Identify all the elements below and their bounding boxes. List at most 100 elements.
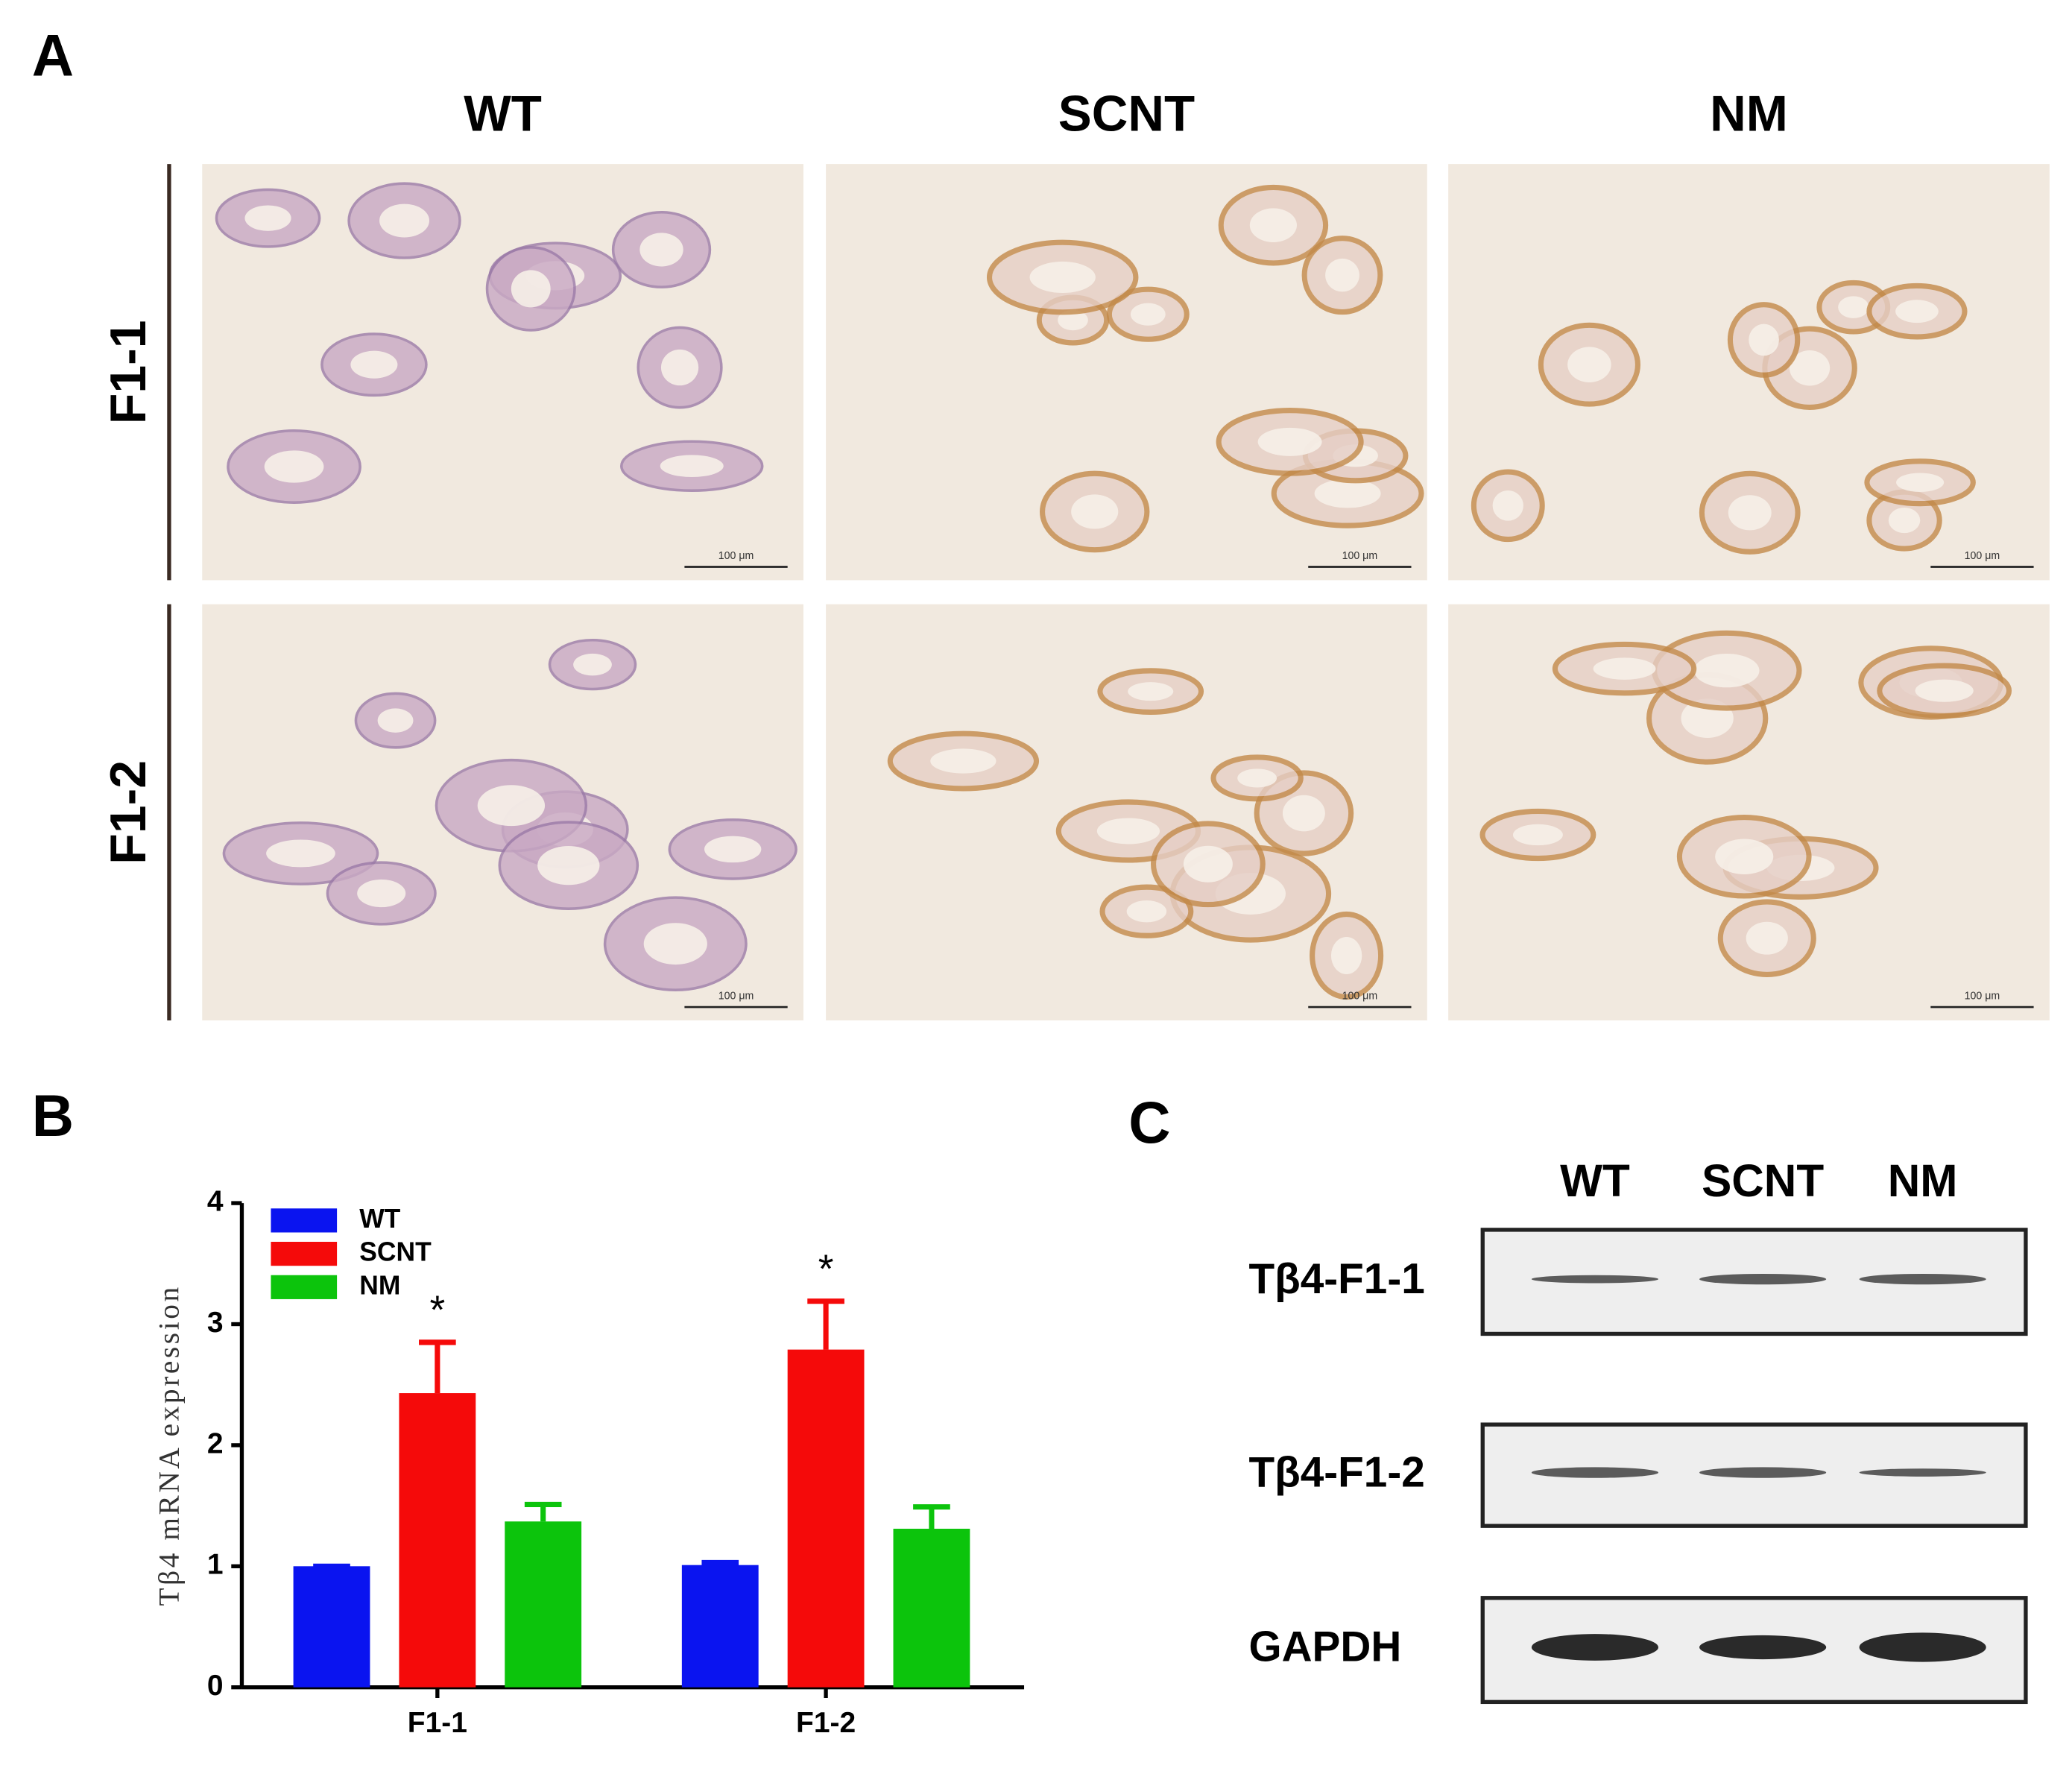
panel-letter: A bbox=[32, 22, 74, 88]
y-tick-label: 1 bbox=[207, 1549, 224, 1581]
error-bar bbox=[419, 1339, 456, 1394]
follicle-core bbox=[1330, 937, 1362, 974]
band bbox=[1859, 1273, 1986, 1285]
error-bar bbox=[913, 1504, 950, 1529]
follicle-core bbox=[1838, 296, 1869, 318]
follicle-core bbox=[1257, 427, 1322, 456]
follicle-core bbox=[357, 879, 406, 908]
follicle-core bbox=[477, 785, 546, 827]
follicle-core bbox=[1895, 300, 1939, 323]
scale-bar-label: 100 μm bbox=[718, 990, 754, 1002]
follicle-core bbox=[660, 349, 699, 386]
legend-label: SCNT bbox=[359, 1237, 432, 1266]
error-bar bbox=[524, 1501, 562, 1522]
scale-bar-label: 100 μm bbox=[1342, 990, 1378, 1002]
blot-label: Tβ4-F1-1 bbox=[1248, 1255, 1424, 1303]
follicle-core bbox=[1128, 682, 1174, 701]
follicle-core bbox=[643, 923, 707, 965]
band bbox=[1859, 1632, 1986, 1662]
follicle-core bbox=[639, 233, 683, 267]
follicle-core bbox=[511, 270, 551, 308]
panel-letter: B bbox=[32, 1083, 74, 1149]
scale-bar-label: 100 μm bbox=[1342, 550, 1378, 562]
panel-letter: C bbox=[1128, 1090, 1170, 1155]
lane-label: WT bbox=[1560, 1155, 1630, 1206]
x-tick-label: F1-2 bbox=[796, 1707, 856, 1739]
follicle-core bbox=[1325, 258, 1359, 292]
row-label: F1-2 bbox=[101, 760, 157, 865]
y-tick-label: 2 bbox=[207, 1427, 224, 1459]
error-bar bbox=[701, 1559, 739, 1566]
bar bbox=[787, 1349, 865, 1688]
follicle-core bbox=[1896, 473, 1945, 492]
follicle-core bbox=[379, 203, 430, 238]
legend-swatch bbox=[271, 1208, 338, 1233]
y-axis-label: Tβ4 mRNA expression bbox=[154, 1284, 186, 1606]
follicle-core bbox=[1715, 839, 1774, 874]
follicle-core bbox=[1249, 208, 1297, 242]
follicle-core bbox=[1512, 824, 1563, 846]
follicle-core bbox=[660, 455, 724, 478]
bar bbox=[293, 1566, 370, 1688]
bar bbox=[681, 1565, 759, 1688]
band bbox=[1531, 1275, 1659, 1284]
bar bbox=[505, 1521, 582, 1688]
follicle-core bbox=[1593, 657, 1656, 680]
follicle-core bbox=[1130, 303, 1166, 326]
follicle-core bbox=[1728, 495, 1772, 531]
follicle-core bbox=[1915, 679, 1974, 702]
follicle-core bbox=[266, 839, 335, 868]
x-tick-label: F1-1 bbox=[408, 1707, 467, 1739]
blot-label: Tβ4-F1-2 bbox=[1248, 1448, 1424, 1496]
legend-swatch bbox=[271, 1242, 338, 1266]
y-tick-label: 0 bbox=[207, 1670, 224, 1702]
follicle-core bbox=[1071, 494, 1119, 529]
band bbox=[1699, 1273, 1827, 1285]
follicle-core bbox=[1126, 900, 1167, 923]
error-bar bbox=[807, 1298, 844, 1350]
scale-bar-label: 100 μm bbox=[1965, 550, 2000, 562]
follicle-core bbox=[930, 748, 996, 774]
follicle-core bbox=[1237, 768, 1277, 788]
follicle-core bbox=[1183, 845, 1233, 883]
follicle-core bbox=[377, 708, 414, 733]
lane-label: NM bbox=[1888, 1155, 1958, 1206]
follicle-core bbox=[350, 350, 398, 379]
significance-mark: * bbox=[429, 1288, 445, 1332]
band bbox=[1699, 1635, 1827, 1660]
band bbox=[1859, 1468, 1986, 1477]
legend-swatch bbox=[271, 1275, 338, 1299]
follicle-core bbox=[1567, 347, 1611, 382]
y-tick-label: 4 bbox=[207, 1185, 224, 1217]
lane-label: SCNT bbox=[1702, 1155, 1824, 1206]
column-header: SCNT bbox=[1058, 86, 1195, 142]
bar bbox=[399, 1393, 476, 1688]
follicle-core bbox=[1029, 261, 1096, 294]
follicle-core bbox=[264, 450, 324, 483]
follicle-core bbox=[1492, 490, 1523, 521]
band bbox=[1699, 1467, 1827, 1478]
follicle-core bbox=[1746, 921, 1788, 955]
follicle-core bbox=[573, 653, 612, 676]
scale-bar-label: 100 μm bbox=[1965, 990, 2000, 1002]
follicle-core bbox=[1888, 508, 1921, 534]
follicle-core bbox=[1282, 795, 1325, 832]
y-tick-label: 3 bbox=[207, 1307, 224, 1339]
follicle-core bbox=[1694, 653, 1760, 688]
follicle-core bbox=[1749, 323, 1779, 356]
bar bbox=[893, 1528, 970, 1688]
follicle-core bbox=[244, 205, 291, 231]
legend-label: NM bbox=[359, 1270, 400, 1300]
legend-label: WT bbox=[359, 1204, 400, 1234]
row-label: F1-1 bbox=[101, 320, 157, 424]
blot-label: GAPDH bbox=[1248, 1623, 1401, 1670]
band bbox=[1531, 1634, 1659, 1661]
column-header: WT bbox=[464, 86, 542, 142]
follicle-core bbox=[1058, 309, 1088, 331]
scale-bar-label: 100 μm bbox=[718, 550, 754, 562]
follicle-core bbox=[1096, 818, 1160, 845]
follicle-core bbox=[537, 845, 600, 886]
significance-mark: * bbox=[818, 1247, 834, 1291]
follicle-core bbox=[1314, 479, 1381, 508]
